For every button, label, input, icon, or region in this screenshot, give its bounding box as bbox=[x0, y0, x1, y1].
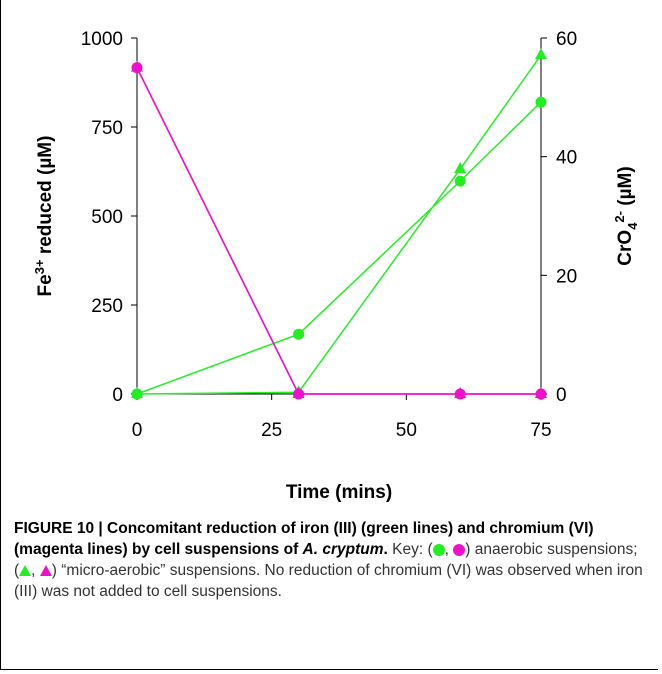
left-y-tick-label: 250 bbox=[91, 296, 123, 317]
series-line bbox=[136, 67, 541, 395]
left-y-tick-label: 500 bbox=[91, 207, 123, 228]
caption-key: Key: bbox=[387, 541, 424, 558]
data-point-triangle bbox=[454, 162, 467, 174]
green-triangle-marker-icon bbox=[19, 565, 32, 577]
right-y-tick-label: 40 bbox=[556, 148, 577, 169]
caption-label: FIGURE 10 | Concomitant reduction of iro… bbox=[14, 520, 594, 558]
series-line bbox=[136, 54, 542, 395]
magenta-triangle-marker-icon bbox=[39, 565, 52, 577]
data-point-triangle bbox=[535, 48, 547, 60]
right-y-label-text: CrO bbox=[615, 230, 636, 266]
data-point-triangle bbox=[454, 387, 467, 398]
left-y-axis-label: Fe3+ reduced (µM) bbox=[32, 136, 56, 297]
series-line bbox=[136, 67, 541, 395]
right-y-label-subscript: 4 bbox=[625, 222, 640, 230]
x-tick-label: 50 bbox=[396, 420, 417, 441]
chart: 0 250 500 750 1000 0 20 40 60 0 25 50 75 Time (mins) F… bbox=[32, 29, 640, 503]
data-point-circle bbox=[454, 175, 466, 187]
green-circle-marker-icon bbox=[432, 543, 445, 556]
data-point-circle bbox=[535, 96, 547, 108]
right-y-tick-label: 20 bbox=[556, 266, 577, 287]
right-y-label-superscript: 2- bbox=[612, 211, 627, 223]
data-point-triangle bbox=[131, 60, 143, 72]
x-tick-label: 25 bbox=[261, 420, 282, 441]
data-point-triangle bbox=[535, 387, 547, 398]
right-y-label-text: (µM) bbox=[615, 166, 636, 211]
data-point-triangle bbox=[131, 387, 143, 398]
x-tick-label: 0 bbox=[132, 420, 143, 441]
caption-microaerobic: ) “micro-aerobic” suspensions. No reduct… bbox=[14, 562, 643, 600]
x-axis-label: Time (mins) bbox=[286, 482, 392, 503]
left-y-tick-label: 750 bbox=[91, 118, 123, 139]
left-y-tick-label: 1000 bbox=[81, 29, 123, 50]
series-line bbox=[136, 101, 542, 395]
caption-open-paren-1: ( bbox=[427, 541, 433, 558]
left-y-label-superscript: 3+ bbox=[32, 259, 47, 274]
left-y-tick-label: 0 bbox=[112, 385, 123, 406]
right-y-axis-label: CrO42- (µM) bbox=[612, 166, 640, 265]
caption-comma-2: , bbox=[31, 562, 40, 579]
caption-title: FIGURE 10 | Concomitant reduction of iro… bbox=[14, 520, 594, 558]
caption-anaerobic: ) anaerobic suspensions; ( bbox=[14, 541, 638, 579]
left-y-label-text: Fe bbox=[35, 274, 56, 296]
right-y-tick-label: 60 bbox=[556, 29, 577, 50]
x-tick-label: 75 bbox=[530, 420, 551, 441]
caption-species: A. cryptum bbox=[302, 541, 384, 558]
caption-period: . bbox=[383, 541, 388, 558]
data-point-triangle bbox=[292, 387, 305, 398]
right-y-tick-label: 0 bbox=[556, 385, 567, 406]
data-point-circle bbox=[293, 328, 305, 340]
left-y-label-text: reduced (µM) bbox=[35, 136, 56, 260]
caption-comma-1: , bbox=[444, 541, 454, 558]
magenta-circle-marker-icon bbox=[453, 543, 466, 556]
figure-caption: FIGURE 10 | Concomitant reduction of iro… bbox=[14, 518, 646, 602]
